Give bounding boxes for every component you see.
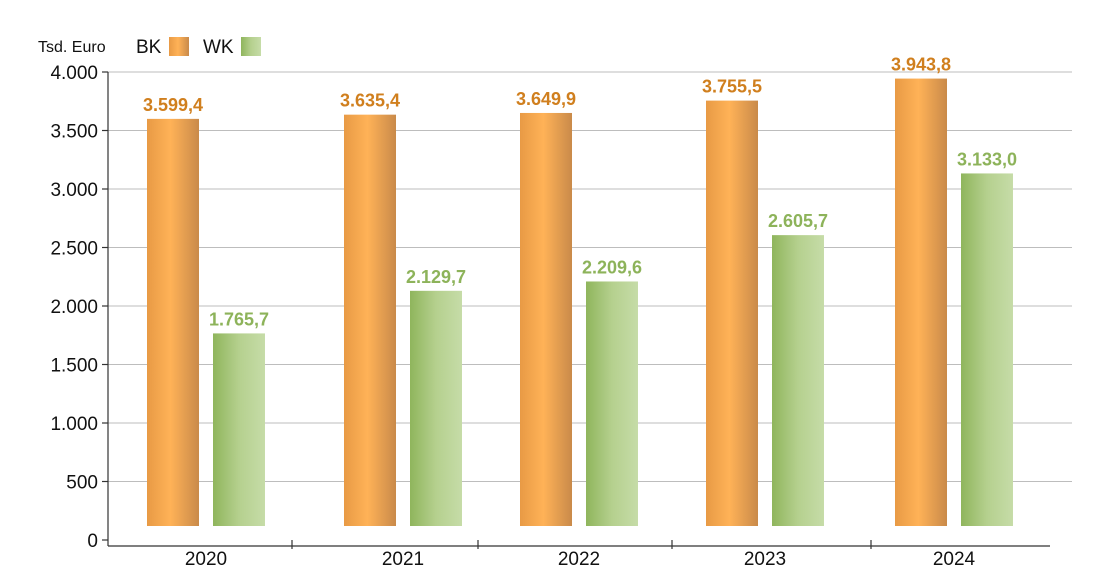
legend-label-bk: BK: [136, 37, 162, 58]
y-tick-label: 3.500: [50, 122, 98, 143]
bar-bk: [520, 112, 572, 526]
x-axis: 2020 2021 2022 2023 2024: [108, 540, 1050, 570]
y-tick-label: 0: [87, 531, 98, 552]
y-tick-label: 3.000: [50, 180, 98, 201]
data-label-bk: 3.755,5: [702, 77, 762, 97]
data-label-wk: 3.133,0: [957, 149, 1017, 169]
y-tick-label: 1.000: [50, 414, 98, 435]
bars: [147, 78, 1013, 526]
data-label-bk: 3.943,8: [891, 55, 951, 75]
data-label-bk: 3.649,9: [516, 89, 576, 109]
legend-swatch-wk: [241, 37, 261, 56]
data-label-wk: 1.765,7: [209, 309, 269, 329]
y-tick-label: 2.500: [50, 239, 98, 260]
bar-wk: [213, 333, 265, 526]
bar-bk: [895, 78, 947, 526]
legend-swatch-bk: [169, 37, 189, 56]
y-tick-label: 4.000: [50, 63, 98, 84]
bar-bk: [344, 114, 396, 526]
x-tick-label: 2022: [558, 549, 600, 570]
unit-label: Tsd. Euro: [38, 39, 106, 56]
x-tick-label: 2020: [185, 549, 227, 570]
x-tick-label: 2024: [933, 549, 976, 570]
y-axis: 0 500 1.000 1.500 2.000 2.500 3.000 3.500 4.000: [50, 63, 109, 552]
data-label-wk: 2.209,6: [582, 257, 642, 277]
y-tick-label: 500: [66, 473, 98, 494]
legend: BK WK: [136, 37, 261, 58]
data-labels: 3.599,4 1.765,7 3.635,4 2.129,7 3.649,9 2.209…: [143, 55, 1017, 330]
y-tick-label: 1.500: [50, 356, 98, 377]
bar-wk: [961, 173, 1013, 526]
data-label-bk: 3.635,4: [340, 91, 400, 111]
bar-wk: [772, 235, 824, 526]
x-tick-label: 2023: [744, 549, 786, 570]
legend-label-wk: WK: [203, 37, 234, 58]
data-label-wk: 2.605,7: [768, 211, 828, 231]
data-label-bk: 3.599,4: [143, 95, 203, 115]
data-label-wk: 2.129,7: [406, 267, 466, 287]
x-tick-label: 2021: [382, 549, 424, 570]
bar-bk: [706, 100, 758, 526]
bar-wk: [586, 281, 638, 526]
bar-wk: [410, 290, 462, 526]
bar-bk: [147, 118, 199, 526]
y-tick-label: 2.000: [50, 297, 98, 318]
